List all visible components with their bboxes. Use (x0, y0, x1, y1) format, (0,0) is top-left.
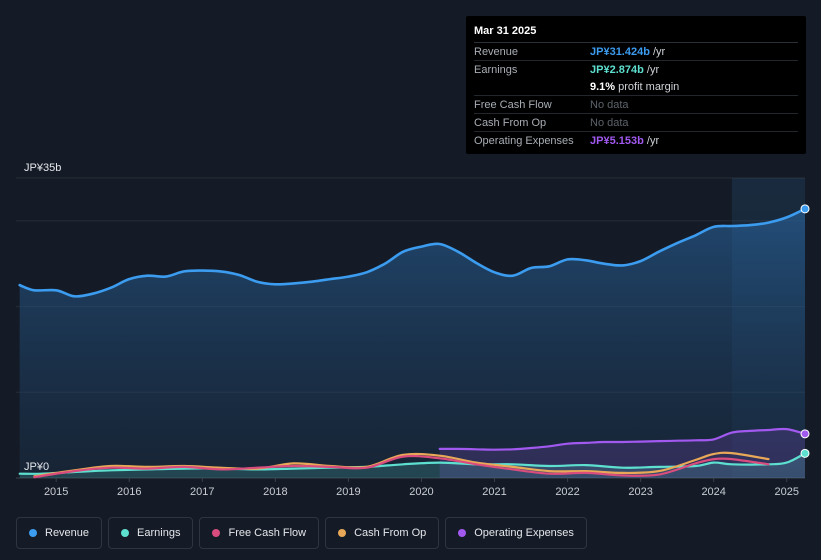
x-tick-label: 2018 (263, 486, 287, 498)
tooltip-unit: /yr (646, 134, 660, 147)
tooltip-row-fcf: Free Cash Flow No data (474, 96, 798, 114)
legend-dot-icon (458, 529, 467, 537)
tooltip-value: No data (590, 98, 629, 111)
tooltip-label: Cash From Op (474, 116, 547, 129)
series-lines (18, 207, 807, 479)
tooltip-row-revenue: Revenue JP¥31.424b /yr (474, 43, 798, 61)
tooltip-row-opex: Operating Expenses JP¥5.153b /yr (474, 132, 798, 149)
tooltip-label: Revenue (474, 45, 519, 58)
tooltip-row-margin: 9.1% profit margin (474, 78, 798, 96)
x-tick-label: 2025 (774, 486, 798, 498)
revenue-line (18, 207, 807, 298)
legend-label: Cash From Op (354, 527, 427, 539)
data-tooltip: Mar 31 2025 Revenue JP¥31.424b /yr Earni… (466, 16, 806, 154)
legend: Revenue Earnings Free Cash Flow Cash Fro… (16, 517, 587, 549)
tooltip-value: JP¥31.424b (590, 45, 650, 58)
legend-label: Free Cash Flow (228, 527, 307, 539)
x-tick-label: 2019 (336, 486, 360, 498)
legend-label: Earnings (137, 527, 181, 539)
chart: 2015 2016 2017 2018 2019 2020 2021 2022 2023 2024… (16, 162, 810, 498)
legend-item-earnings[interactable]: Earnings (108, 517, 194, 549)
legend-item-free-cash-flow[interactable]: Free Cash Flow (199, 517, 320, 549)
tooltip-date: Mar 31 2025 (474, 22, 798, 43)
tooltip-label: Earnings (474, 63, 518, 76)
legend-item-operating-expenses[interactable]: Operating Expenses (445, 517, 587, 549)
tooltip-row-cfo: Cash From Op No data (474, 114, 798, 132)
free-cash-flow-line (33, 454, 770, 479)
tooltip-unit: /yr (653, 45, 666, 58)
legend-item-revenue[interactable]: Revenue (16, 517, 103, 549)
tooltip-label: Free Cash Flow (474, 98, 552, 111)
tooltip-unit: profit margin (618, 80, 680, 93)
y-axis-top-label: JP¥35b (24, 162, 61, 174)
tooltip-value: JP¥2.874b (590, 63, 644, 76)
legend-item-cash-from-op[interactable]: Cash From Op (325, 517, 440, 549)
earnings-end-point (800, 448, 810, 458)
x-tick-label: 2023 (628, 486, 652, 498)
y-axis-bottom-label: JP¥0 (24, 461, 49, 473)
revenue-end-point (800, 204, 810, 214)
tooltip-value: JP¥5.153b (590, 134, 644, 147)
tooltip-row-earnings: Earnings JP¥2.874b /yr (474, 61, 798, 78)
tooltip-label: Operating Expenses (474, 134, 574, 147)
operating-expenses-end-point (800, 429, 810, 439)
legend-dot-icon (212, 529, 221, 537)
operating-expenses-line (438, 427, 807, 451)
x-tick-label: 2022 (555, 486, 579, 498)
tooltip-value: No data (590, 116, 629, 129)
series-end-markers (800, 204, 810, 458)
revenue-area (19, 208, 805, 478)
tooltip-unit: /yr (646, 63, 660, 76)
cash-from-op-line (33, 451, 770, 478)
x-axis: 2015 2016 2017 2018 2019 2020 2021 2022 2023 2024… (44, 478, 799, 498)
x-tick-label: 2024 (701, 486, 725, 498)
tooltip-value: 9.1% (590, 80, 616, 93)
legend-dot-icon (29, 529, 37, 537)
legend-label: Operating Expenses (474, 527, 574, 539)
x-tick-label: 2016 (117, 486, 141, 498)
legend-dot-icon (121, 529, 130, 537)
legend-dot-icon (338, 529, 347, 537)
x-tick-label: 2021 (482, 486, 506, 498)
legend-label: Revenue (45, 527, 90, 539)
x-tick-label: 2020 (409, 486, 433, 498)
x-tick-label: 2017 (190, 486, 214, 498)
x-tick-label: 2015 (44, 486, 68, 498)
